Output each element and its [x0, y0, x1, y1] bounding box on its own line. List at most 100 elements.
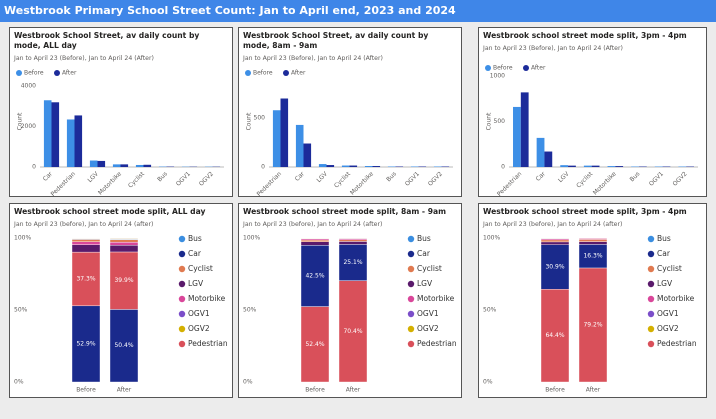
legend-label: Motorbike — [188, 294, 226, 303]
legend-label: LGV — [657, 279, 673, 288]
legend-label: OGV2 — [417, 324, 439, 333]
x-tick-label: Motorbike — [349, 170, 375, 196]
legend-label: Pedestrian — [657, 339, 697, 348]
x-tick-label: OGV2 — [198, 170, 215, 187]
bar — [280, 98, 289, 167]
chart: 0% 50% 100% 64.4% 30.9% Before 79.2% 16.3% After… — [483, 234, 697, 394]
bar — [583, 165, 592, 167]
bar-segment — [109, 309, 139, 383]
chart: Before After Count 0 500 1000 Pedestrian Car LGV… — [485, 65, 698, 196]
y-tick-label: 100% — [14, 235, 31, 242]
chart-panel: Before After Count 0 500 Pedestrian Car LGV Cycl… — [238, 27, 462, 197]
bar-segment — [338, 280, 368, 383]
data-label: 37.3% — [76, 275, 95, 282]
x-tick-label: Pedestrian — [256, 170, 283, 196]
bar — [303, 143, 312, 167]
y-tick-label: 100% — [483, 235, 500, 242]
legend-marker — [407, 235, 415, 243]
bar — [513, 106, 521, 167]
bar-segment — [578, 241, 608, 245]
bar — [89, 160, 98, 167]
chart: Before After Count 0 500 Pedestrian Car LGV Cycl… — [245, 70, 453, 196]
chart-panel: Before After Count 0 2000 4000 Car Pedestrian LG… — [9, 27, 233, 197]
bar — [372, 166, 381, 167]
legend-label: Before — [24, 70, 44, 77]
bar — [607, 166, 616, 167]
bar-segment — [578, 267, 608, 383]
legend-marker — [647, 325, 655, 333]
chart-title: Westbrook School Street, av daily count … — [14, 31, 219, 64]
bar-segment — [338, 241, 368, 245]
data-label: 52.9% — [76, 340, 95, 347]
legend-label: Motorbike — [657, 294, 695, 303]
legend-marker — [16, 70, 22, 76]
bar-segment — [338, 239, 368, 242]
legend-marker — [178, 295, 186, 303]
legend-marker — [178, 340, 186, 348]
bar — [349, 165, 358, 167]
x-tick-label: LGV — [86, 170, 100, 184]
bar — [536, 137, 545, 167]
chart-title: Westbrook school street mode split, 8am … — [243, 207, 447, 228]
legend-label: LGV — [188, 279, 204, 288]
bar-segment — [71, 251, 101, 307]
legend-label: Before — [253, 70, 273, 77]
chart-title: Westbrook School Street, av daily count … — [243, 31, 448, 64]
legend-label: After — [62, 70, 77, 77]
chart-title: Westbrook school street mode split, 3pm … — [483, 207, 687, 228]
y-tick-label: 50% — [483, 307, 497, 314]
bar-segment — [338, 244, 368, 281]
legend-label: Bus — [188, 234, 202, 243]
bar — [544, 151, 553, 167]
chart-panel: 0% 50% 100% 64.4% 30.9% Before 79.2% 16.3% After… — [478, 203, 707, 398]
data-label: 42.5% — [305, 272, 324, 279]
y-tick-label: 500 — [254, 115, 266, 122]
bar-segment — [71, 239, 101, 242]
chart-title: Westbrook school street mode split, ALL … — [14, 207, 219, 230]
legend-label: Car — [417, 249, 431, 258]
x-tick-label: OGV2 — [427, 170, 444, 187]
data-label: 70.4% — [343, 328, 362, 335]
data-label: 25.1% — [343, 259, 362, 266]
legend-label: Car — [657, 249, 671, 258]
bar — [341, 165, 350, 167]
legend-marker — [647, 235, 655, 243]
legend-marker — [647, 280, 655, 288]
y-tick-label: 500 — [494, 118, 506, 125]
bar-segment — [109, 239, 139, 243]
legend-label: Cyclist — [188, 264, 213, 273]
x-tick-label: LGV — [557, 170, 571, 184]
legend-label: Pedestrian — [188, 339, 228, 348]
legend-marker — [178, 280, 186, 288]
x-tick-label: Cyclist — [333, 170, 352, 189]
legend-marker — [407, 280, 415, 288]
bar — [135, 164, 144, 167]
legend-label: OGV1 — [417, 309, 439, 318]
legend-marker — [178, 310, 186, 318]
bar-segment — [109, 251, 139, 310]
y-tick-label: 50% — [243, 307, 257, 314]
y-tick-label: 1000 — [490, 73, 505, 80]
bar — [43, 100, 52, 167]
y-tick-label: 0% — [483, 379, 493, 386]
legend-label: OGV1 — [657, 309, 679, 318]
bar — [326, 165, 335, 167]
data-label: 16.3% — [583, 253, 602, 260]
y-tick-label: 0 — [501, 164, 505, 171]
x-tick-label: Pedestrian — [496, 170, 523, 196]
x-tick-label: Car — [42, 170, 55, 183]
y-axis-label: Count — [17, 112, 24, 130]
page-title: Westbrook Primary School Street Count: J… — [0, 0, 716, 22]
x-tick-label: LGV — [315, 170, 329, 184]
chart-subtitle: Jan to April 23 (before), Jan to April 2… — [14, 221, 154, 228]
legend-label: Before — [493, 65, 513, 72]
bar-segment — [300, 245, 330, 307]
chart: 0% 50% 100% 52.9% 37.3% Before 50.4% 39.9% After… — [14, 234, 228, 394]
legend-label: Bus — [417, 234, 431, 243]
y-tick-label: 0% — [243, 379, 253, 386]
x-tick-label: Motorbike — [592, 170, 618, 196]
bar-segment — [109, 237, 139, 239]
legend-marker — [647, 265, 655, 273]
bar-segment — [71, 244, 101, 253]
x-tick-label: OGV1 — [648, 170, 665, 187]
